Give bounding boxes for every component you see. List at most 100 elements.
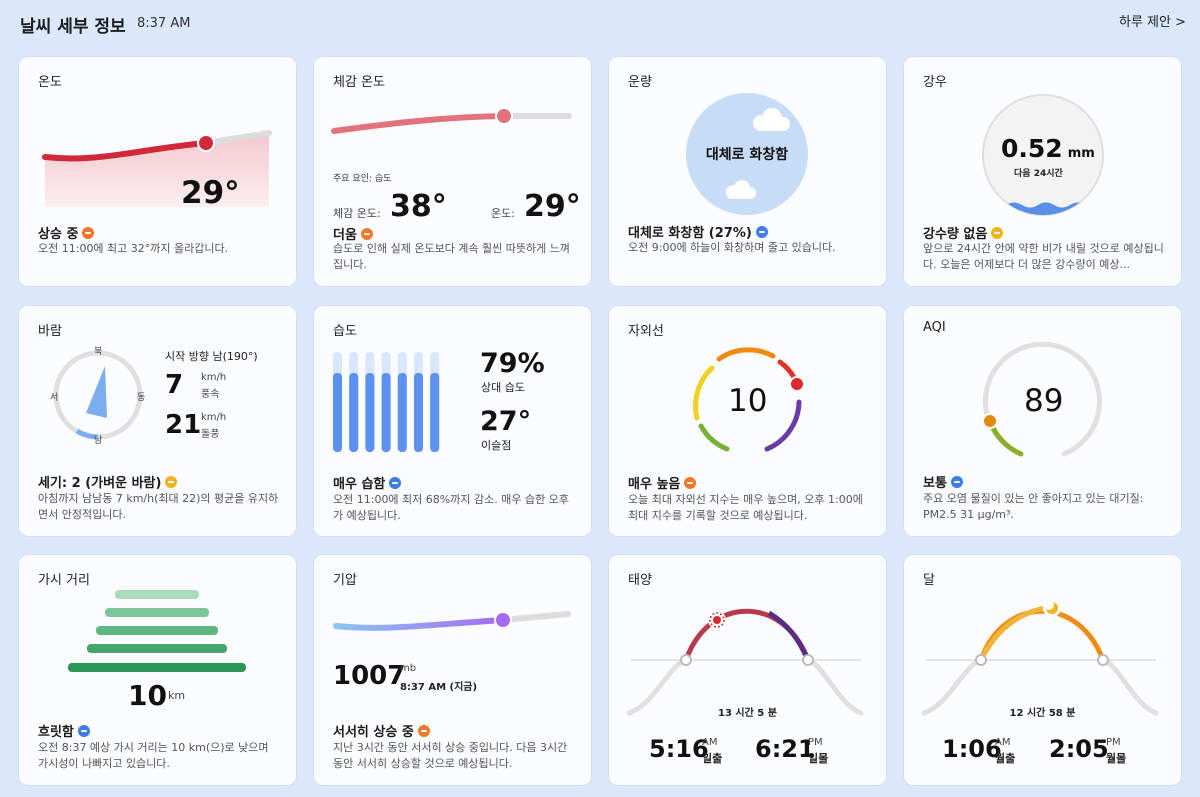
card-title: 강우: [923, 75, 947, 90]
aqi-value: 89: [1024, 383, 1064, 419]
feels-value: 38°: [390, 189, 447, 224]
cloud-circle-label: 대체로 화창함: [705, 147, 789, 163]
daily-suggestion-link[interactable]: 하루 제안 >: [1119, 15, 1186, 30]
temperature-line: [42, 140, 209, 162]
card-title: 운량: [628, 75, 652, 90]
moonrise-ampm: AM: [995, 737, 1011, 748]
compass-west: 서: [50, 393, 59, 403]
visibility-status: 흐릿함: [38, 721, 90, 740]
trend-down-icon: [755, 226, 768, 238]
feels-status: 더움: [333, 224, 373, 243]
aqi-card[interactable]: AQI 89 보통 주요 오염 물질이 있는 안 좋아지고 있는 대기질: PM…: [904, 306, 1181, 536]
wind-arrow-icon: [86, 366, 107, 418]
uv-card[interactable]: 자외선 10 매우 높음 오늘 최대 자외선 지수는 매우 높으며, 오후 1:…: [609, 306, 886, 536]
humidity-card[interactable]: 습도 79% 상대 습도 27° 이슬점 매우 습함 오전 11:00에 최저 …: [314, 306, 591, 536]
aqi-marker: [982, 413, 998, 429]
aqi-status: 보통: [923, 472, 963, 491]
rain-status: 강수량 없음: [923, 223, 1004, 242]
cloud-icon-small: [726, 180, 756, 199]
compass-south: 남: [94, 436, 103, 446]
feels-desc: 습도로 인해 실제 온도보다 계속 훨씬 따뜻하게 느껴집니다.: [333, 242, 570, 271]
compass-north: 북: [94, 347, 103, 357]
trend-down-icon: [950, 476, 963, 488]
compass-east: 동: [137, 393, 146, 403]
rain-period: 다음 24시간: [1014, 169, 1063, 179]
trend-up-icon: [82, 227, 95, 239]
card-title: 기압: [333, 573, 357, 588]
uv-gauge: [693, 347, 805, 452]
cloud-desc: 오전 9:00에 하늘이 화창하며 줄고 있습니다.: [628, 241, 836, 254]
card-title: 자외선: [628, 324, 664, 339]
dew-point-label: 이슬점: [481, 439, 512, 452]
moon-icon: [1043, 599, 1061, 617]
cloud-status: 대체로 화창함 (27%): [628, 222, 768, 241]
trend-up-icon: [684, 477, 697, 489]
sun-duration: 13 시간 5 분: [718, 708, 777, 719]
card-title: 가시 거리: [38, 573, 90, 588]
moonset-time: 2:05: [1049, 735, 1109, 763]
trend-flat-icon: [165, 476, 178, 488]
wind-speed-label: 풍속: [201, 389, 220, 400]
sunrise-time: 5:16: [649, 735, 709, 763]
dew-point-value: 27°: [480, 406, 532, 437]
page-title: 날씨 세부 정보: [20, 17, 126, 37]
header: 날씨 세부 정보 8:37 AM 하루 제안 >: [20, 10, 1186, 38]
feels-label: 체감 온도:: [333, 207, 381, 220]
pressure-card[interactable]: 기압 1007 mb 8:37 AM (지금) 서서히 상승 중 지난 3시간 …: [314, 555, 591, 785]
card-title: 달: [923, 573, 935, 588]
uv-value: 10: [728, 383, 768, 419]
card-title: AQI: [923, 320, 946, 335]
sunrise-label: 일출: [702, 752, 723, 765]
uv-marker: [789, 376, 805, 392]
wind-status: 세기: 2 (가벼운 바람): [38, 472, 178, 491]
moonset-label: 월몰: [1106, 752, 1127, 765]
wind-card[interactable]: 바람 북 동 남 서 시작 방향 남(190°) 7 km/h 풍속 21 km…: [19, 306, 296, 536]
card-title: 습도: [333, 324, 357, 339]
humidity-label: 상대 습도: [481, 381, 525, 394]
visibility-unit: km: [168, 689, 186, 702]
wind-speed-unit: km/h: [201, 372, 227, 383]
actual-temp-label: 온도:: [491, 207, 515, 220]
moon-card[interactable]: 달 12 시간 58 분 1:06 AM 월출 2:05 PM 월몰: [904, 555, 1181, 785]
pressure-marker: [494, 611, 512, 629]
trend-down-icon: [389, 477, 402, 489]
header-time: 8:37 AM: [137, 16, 191, 31]
visibility-card[interactable]: 가시 거리 10 km 흐릿함 오전 8:37 예상 가시 거리는 10 km(…: [19, 555, 296, 785]
rain-card[interactable]: 강우 0.52 mm 다음 24시간 강수량 없음 앞으로 24시간 안에 약한 …: [904, 57, 1181, 286]
visibility-desc: 오전 8:37 예상 가시 거리는 10 km(으)로 낮으며 가시성이 나빠지…: [38, 741, 269, 770]
pressure-status: 서서히 상승 중: [333, 721, 430, 740]
pressure-unit: mb: [400, 663, 417, 674]
trend-flat-icon: [991, 227, 1004, 239]
pressure-value: 1007: [333, 661, 406, 691]
cloud-card[interactable]: 운량 대체로 화창함 대체로 화창함 (27%) 오전 9:00에 하늘이 화창…: [609, 57, 886, 286]
humidity-bar-fill: [365, 373, 375, 452]
rain-gauge: [982, 94, 1104, 216]
temperature-desc: 오전 11:00에 최고 32°까지 올라갑니다.: [38, 242, 229, 255]
pressure-time: 8:37 AM (지금): [400, 682, 478, 693]
card-title: 온도: [38, 75, 62, 90]
feels-line: [331, 113, 507, 134]
visibility-value: 10: [128, 679, 167, 712]
rain-amount: 0.52 mm: [1001, 134, 1095, 163]
card-title: 바람: [38, 324, 62, 339]
humidity-bars: [333, 352, 440, 452]
trend-up-icon: [360, 228, 373, 240]
temperature-future-line: [203, 130, 272, 146]
sunrise-ampm: AM: [702, 737, 718, 748]
wind-speed: 7: [165, 370, 184, 400]
actual-temp-value: 29°: [524, 189, 581, 224]
aqi-gauge: [982, 341, 1102, 457]
temperature-card[interactable]: 온도 29° 상승 중 오전 11:00에 최고 32°까지 올라갑니다.: [19, 57, 296, 286]
moonset-ampm: PM: [1106, 737, 1121, 748]
sun-card[interactable]: 태양 13 시간 5 분 5:16 AM 일출 6:21 PM 일몰: [609, 555, 886, 785]
wind-desc: 아침까지 남남동 7 km/h(최대 22)의 평균을 유지하면서 안정적입니다…: [38, 492, 279, 521]
feels-like-card[interactable]: 체감 온도 주요 요인: 습도 체감 온도: 38° 온도: 29° 더움 습도…: [314, 57, 591, 286]
humidity-bar-fill: [333, 373, 342, 452]
cloud-chart: [686, 93, 808, 215]
sunset-time: 6:21: [755, 735, 815, 763]
feels-marker: [495, 107, 513, 125]
humidity-bar-fill: [381, 373, 391, 452]
temperature-area: [45, 135, 269, 207]
moonrise-label: 월출: [995, 752, 1016, 765]
wind-direction: 시작 방향 남(190°): [165, 350, 258, 363]
